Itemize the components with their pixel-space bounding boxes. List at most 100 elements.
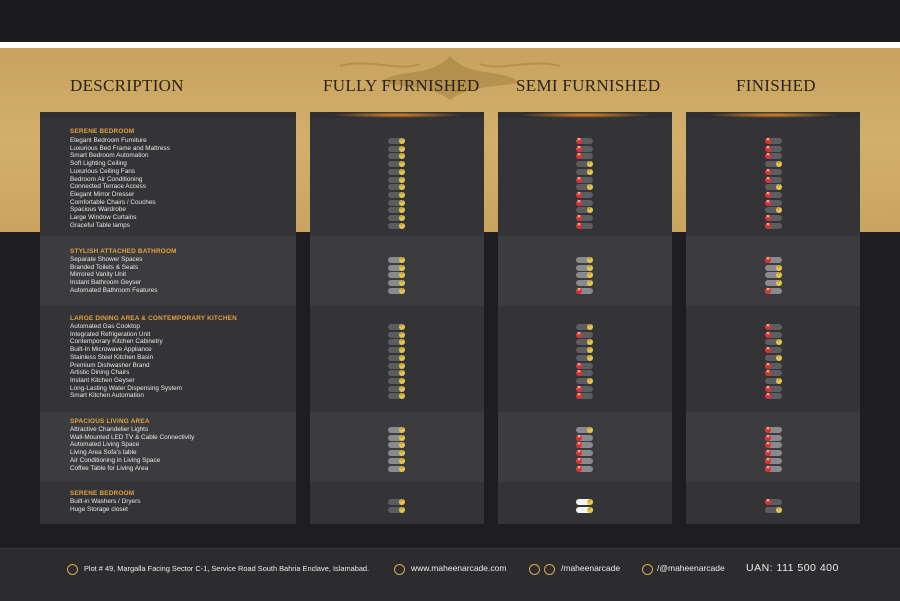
feature-label: Huge Storage closet	[70, 505, 128, 513]
check-icon	[399, 160, 405, 168]
feature-label: Smart Bedroom Automation	[70, 152, 149, 160]
check-icon	[399, 183, 405, 191]
check-icon	[399, 506, 405, 513]
cross-icon	[576, 152, 582, 160]
footer-youtube-handle[interactable]: /@maheenarcade	[657, 563, 725, 573]
cross-icon	[576, 362, 582, 369]
section-band	[40, 236, 296, 306]
check-icon	[399, 256, 405, 263]
feature-label: Wall-Mounted LED TV & Cable Connectivity	[70, 433, 195, 441]
globe-icon	[394, 564, 405, 575]
check-icon	[399, 465, 405, 472]
section-band	[686, 236, 860, 306]
check-icon	[776, 279, 782, 287]
cross-icon	[765, 426, 771, 433]
check-icon	[399, 137, 405, 144]
instagram-icon	[544, 564, 555, 575]
check-icon	[587, 506, 593, 513]
finished-availability-toggle	[765, 256, 782, 263]
check-icon	[399, 426, 405, 433]
semi-availability-toggle	[576, 434, 593, 441]
check-icon	[776, 271, 782, 279]
feature-label: Stainless Steel Kitchen Basin	[70, 353, 154, 361]
check-icon	[399, 222, 405, 229]
fully-availability-toggle	[388, 145, 405, 152]
check-icon	[776, 354, 782, 361]
section-title: SPACIOUS LIVING AREA	[70, 418, 150, 425]
check-icon	[399, 369, 405, 377]
finished-availability-toggle	[765, 392, 782, 400]
feature-label: Automated Gas Cooktop	[70, 323, 140, 330]
finished-availability-toggle	[765, 176, 782, 183]
finished-availability-toggle	[765, 183, 782, 191]
finished-availability-toggle	[765, 214, 782, 221]
finished-availability-toggle	[765, 506, 782, 513]
semi-availability-toggle	[576, 354, 593, 361]
feature-label: Branded Toilets & Seats	[70, 263, 139, 271]
finished-availability-toggle	[765, 191, 782, 198]
check-icon	[587, 168, 593, 175]
check-icon	[587, 354, 593, 361]
cross-icon	[765, 168, 771, 175]
feature-label: Separate Shower Spaces	[70, 256, 143, 263]
feature-label: Elegant Bedroom Furniture	[70, 137, 147, 144]
finished-availability-toggle	[765, 160, 782, 168]
cross-icon	[576, 392, 582, 400]
finished-availability-toggle	[765, 346, 782, 354]
check-icon	[587, 426, 593, 433]
fully-availability-toggle	[388, 323, 405, 330]
cross-icon	[576, 457, 582, 464]
check-icon	[399, 377, 405, 384]
check-icon	[399, 152, 405, 160]
cross-icon	[765, 346, 771, 354]
finished-availability-toggle	[765, 362, 782, 369]
cross-icon	[765, 323, 771, 330]
cross-icon	[576, 176, 582, 183]
semi-availability-toggle	[576, 465, 593, 472]
finished-availability-toggle	[765, 331, 782, 338]
cross-icon	[765, 465, 771, 472]
check-icon	[399, 331, 405, 338]
fully-availability-toggle	[388, 377, 405, 384]
finished-availability-toggle	[765, 323, 782, 330]
section-title: STYLISH ATTACHED BATHROOM	[70, 248, 177, 255]
cross-icon	[765, 434, 771, 441]
finished-availability-toggle	[765, 206, 782, 214]
semi-availability-toggle	[576, 287, 593, 294]
semi-availability-toggle	[576, 199, 593, 206]
semi-availability-toggle	[576, 498, 593, 505]
check-icon	[399, 287, 405, 294]
check-icon	[776, 183, 782, 191]
fully-availability-toggle	[388, 346, 405, 354]
fully-availability-toggle	[388, 385, 405, 392]
cross-icon	[765, 441, 771, 449]
check-icon	[776, 206, 782, 214]
cross-icon	[765, 449, 771, 457]
check-icon	[399, 449, 405, 457]
cross-icon	[576, 214, 582, 221]
section-title: SERENE BEDROOM	[70, 128, 135, 135]
fully-availability-toggle	[388, 287, 405, 294]
check-icon	[587, 498, 593, 505]
section-title: LARGE DINING AREA & CONTEMPORARY KITCHEN	[70, 315, 237, 322]
check-icon	[776, 377, 782, 384]
fully-availability-toggle	[388, 457, 405, 464]
footer-social-handle[interactable]: /maheenarcade	[561, 563, 621, 573]
check-icon	[399, 176, 405, 183]
check-icon	[399, 457, 405, 464]
check-icon	[399, 168, 405, 175]
finished-availability-toggle	[765, 168, 782, 175]
semi-availability-toggle	[576, 176, 593, 183]
semi-availability-toggle	[576, 264, 593, 271]
fully-availability-toggle	[388, 506, 405, 513]
check-icon	[776, 338, 782, 346]
fully-availability-toggle	[388, 206, 405, 214]
fully-availability-toggle	[388, 498, 405, 505]
header-description: DESCRIPTION	[70, 76, 184, 95]
footer-website[interactable]: www.maheenarcade.com	[411, 563, 507, 573]
fully-availability-toggle	[388, 160, 405, 168]
finished-availability-toggle	[765, 434, 782, 441]
panel-glow	[330, 112, 464, 118]
finished-availability-toggle	[765, 264, 782, 271]
check-icon	[776, 264, 782, 271]
